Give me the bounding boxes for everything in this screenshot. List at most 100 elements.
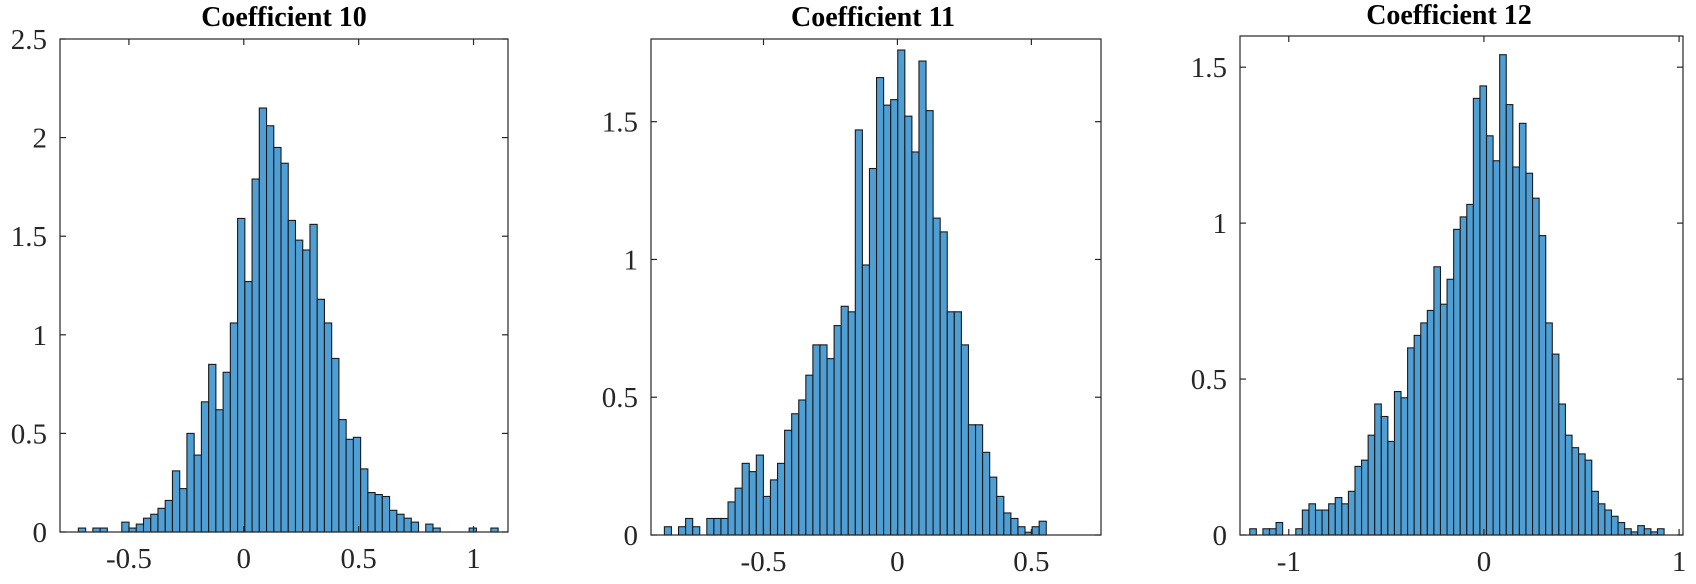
histogram-bar	[826, 358, 835, 536]
histogram-bar	[280, 162, 289, 533]
histogram-bar	[251, 178, 260, 533]
coefficient-10-histogram: Coefficient 10 -0.5 0 0.5 1 0 0.5 1 1.5 2 2.5	[11, 2, 509, 575]
histogram-bar	[798, 399, 807, 536]
histogram-bar	[685, 517, 694, 536]
histogram-bar	[1031, 526, 1040, 536]
histogram-bar	[265, 125, 275, 533]
histogram-bar	[1420, 322, 1428, 536]
histogram-bar	[186, 432, 195, 533]
histogram-bar	[1367, 434, 1376, 536]
histogram-bar	[1551, 353, 1560, 536]
histogram-bar	[1393, 390, 1402, 536]
histogram-bar	[229, 322, 239, 533]
histogram-bar	[121, 521, 130, 533]
histogram-bar	[769, 479, 779, 536]
histogram-bar	[1505, 104, 1514, 536]
histogram-bar	[1361, 459, 1369, 536]
histogram-bar	[741, 462, 750, 536]
histogram-bar	[1413, 334, 1422, 536]
chart-title: Coefficient 11	[791, 2, 955, 33]
histogram-bar	[791, 413, 800, 536]
histogram-bar	[875, 77, 885, 536]
x-tick-label: -1	[1277, 546, 1301, 578]
histogram-bar	[805, 374, 814, 536]
histogram-bar	[193, 454, 202, 533]
histogram-bar	[946, 311, 955, 536]
histogram-bar	[996, 495, 1005, 536]
histogram-bar	[713, 517, 722, 536]
chart-title: Coefficient 10	[201, 2, 367, 33]
axes-frame	[59, 38, 509, 533]
histogram-bar	[1387, 440, 1395, 536]
histogram-bar	[1314, 509, 1323, 536]
histogram-bar	[1275, 521, 1284, 536]
histogram-bar	[1591, 490, 1599, 536]
coefficient-12-histogram: Coefficient 12 -1 0 1 0 0.5 1 1.5	[1191, 0, 1687, 578]
histogram-bar	[222, 371, 231, 533]
histogram-bar	[890, 99, 899, 536]
histogram-bar	[1637, 525, 1645, 536]
histogram-bar	[1439, 303, 1448, 536]
histogram-bar	[215, 409, 224, 533]
histogram-bar	[727, 501, 736, 536]
histogram-bar	[904, 115, 913, 536]
histogram-bar	[244, 281, 253, 533]
histogram-bar	[897, 49, 906, 536]
histogram-bar	[410, 521, 420, 533]
histogram-bar	[1532, 197, 1540, 536]
x-tick-label: 0	[890, 546, 905, 578]
histogram-bar	[381, 495, 391, 533]
histogram-bar	[287, 219, 297, 533]
histogram-bar	[1328, 503, 1336, 536]
histogram-bar	[389, 509, 398, 533]
y-tick-label: 1.5	[1191, 52, 1227, 84]
histogram-bar	[1453, 228, 1461, 536]
histogram-bar	[367, 492, 376, 533]
histogram-bar	[1472, 97, 1481, 536]
histogram-bar	[960, 344, 970, 536]
x-tick-label: 0	[1477, 546, 1492, 578]
histogram-bar	[1249, 528, 1257, 536]
histogram-bar	[1578, 453, 1586, 536]
x-tick-label: 0.5	[1013, 546, 1049, 578]
histogram-bar	[403, 517, 412, 533]
histogram-bar	[1446, 278, 1455, 536]
histogram-bar	[1321, 509, 1330, 536]
y-tick-label: 2.5	[11, 24, 47, 56]
histogram-bar	[776, 462, 786, 536]
x-tick-label: 1	[1672, 546, 1687, 578]
histogram-bar	[1010, 517, 1019, 536]
y-tick-label: 1.5	[11, 221, 47, 253]
histogram-bar	[142, 517, 152, 533]
histogram-bar	[237, 217, 246, 533]
histogram-bar	[1268, 528, 1277, 536]
histogram-bar	[1295, 528, 1303, 536]
histogram-bar	[1426, 309, 1435, 536]
y-tick-label: 0	[33, 517, 48, 549]
histogram-bar	[982, 451, 991, 536]
histogram-bar	[273, 146, 282, 533]
x-tick-label: -0.5	[741, 546, 787, 578]
histogram-bar	[911, 151, 920, 536]
y-tick-label: 0	[624, 520, 639, 552]
x-tick-label: -0.5	[106, 543, 152, 575]
histogram-bar	[171, 470, 181, 533]
y-tick-label: 1	[33, 320, 48, 352]
histogram-bar	[1538, 235, 1547, 536]
histogram-bar	[1341, 503, 1349, 536]
histogram-bar	[150, 513, 159, 533]
histogram-bar	[1485, 135, 1494, 536]
histogram-bar	[1525, 172, 1534, 536]
histogram-bar	[925, 110, 934, 536]
histogram-bar	[316, 298, 325, 533]
histogram-bar	[309, 223, 318, 533]
histogram-bar	[1558, 403, 1566, 536]
axes-frame	[650, 38, 1102, 536]
histogram-bar	[1624, 528, 1632, 536]
histogram-bar	[762, 495, 772, 536]
histogram-bar	[1407, 347, 1415, 536]
histogram-bar	[200, 401, 210, 533]
y-tick-label: 2	[33, 123, 48, 155]
histogram-bar	[953, 311, 962, 536]
